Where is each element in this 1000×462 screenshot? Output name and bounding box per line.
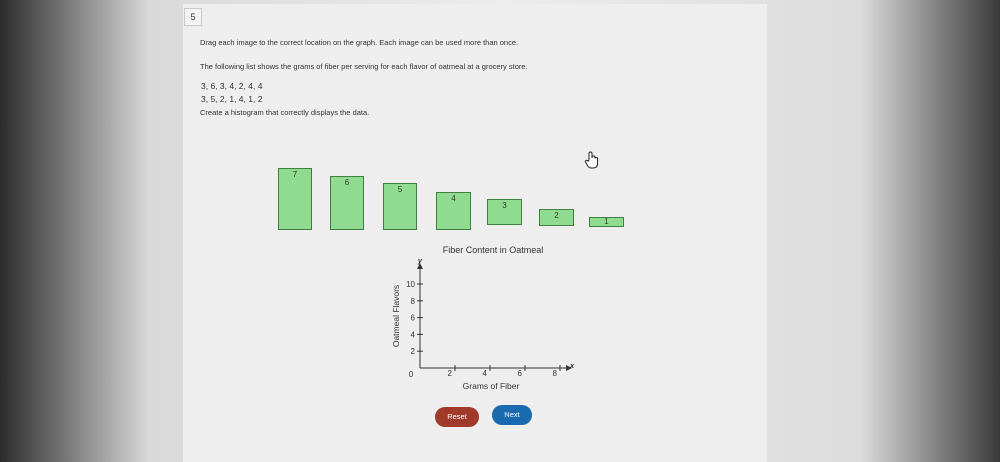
x-tick-label: 4 <box>483 369 488 378</box>
tile-label: 7 <box>292 170 298 179</box>
bar-tile-7[interactable]: 7 <box>278 168 312 230</box>
origin-label: 0 <box>409 370 414 379</box>
question-number: 5 <box>184 8 202 26</box>
reset-button[interactable]: Reset <box>435 407 479 427</box>
x-tick-label: 6 <box>518 369 523 378</box>
instructions-text: Drag each image to the correct location … <box>200 38 519 47</box>
tile-label: 2 <box>554 211 559 220</box>
bar-tile-3[interactable]: 3 <box>487 199 522 225</box>
histogram-chart[interactable]: Fiber Content in Oatmeal y x 0 2 4 6 8 2 4 6 8… <box>380 240 600 400</box>
y-tick-label: 6 <box>411 314 416 323</box>
tile-label: 1 <box>604 217 609 226</box>
x-tick-label: 2 <box>448 369 453 378</box>
bar-tile-6[interactable]: 6 <box>330 176 364 230</box>
data-line-1: 3, 6, 3, 4, 2, 4, 4 <box>201 81 263 91</box>
x-axis-arrow <box>566 365 572 371</box>
hand-pointer-icon <box>584 151 599 169</box>
tile-label: 4 <box>451 194 456 203</box>
chart-title: Fiber Content in Oatmeal <box>443 245 544 255</box>
x-axis-label: Grams of Fiber <box>463 381 520 391</box>
tile-label: 5 <box>397 185 403 194</box>
prompt-text: The following list shows the grams of fi… <box>200 62 528 71</box>
y-tick-label: 4 <box>411 330 416 339</box>
y-axis-letter: y <box>417 256 423 265</box>
bar-tile-1[interactable]: 1 <box>589 217 624 227</box>
tile-label: 6 <box>344 178 350 187</box>
y-axis-label: Oatmeal Flavors <box>391 285 401 347</box>
bar-tile-2[interactable]: 2 <box>539 209 574 226</box>
y-tick-label: 10 <box>406 280 415 289</box>
x-axis-letter: x <box>569 361 575 370</box>
y-tick-label: 8 <box>411 297 416 306</box>
y-ticks: 2 4 6 8 10 <box>406 280 423 356</box>
tile-label: 3 <box>502 201 507 210</box>
bar-tile-5[interactable]: 5 <box>383 183 417 230</box>
data-line-2: 3, 5, 2, 1, 4, 1, 2 <box>201 94 263 104</box>
next-button[interactable]: Next <box>492 405 532 425</box>
question-panel <box>183 4 767 462</box>
x-ticks: 2 4 6 8 <box>448 365 561 378</box>
y-tick-label: 2 <box>411 347 416 356</box>
task-text: Create a histogram that correctly displa… <box>200 108 370 117</box>
x-tick-label: 8 <box>553 369 558 378</box>
bar-tile-4[interactable]: 4 <box>436 192 471 230</box>
